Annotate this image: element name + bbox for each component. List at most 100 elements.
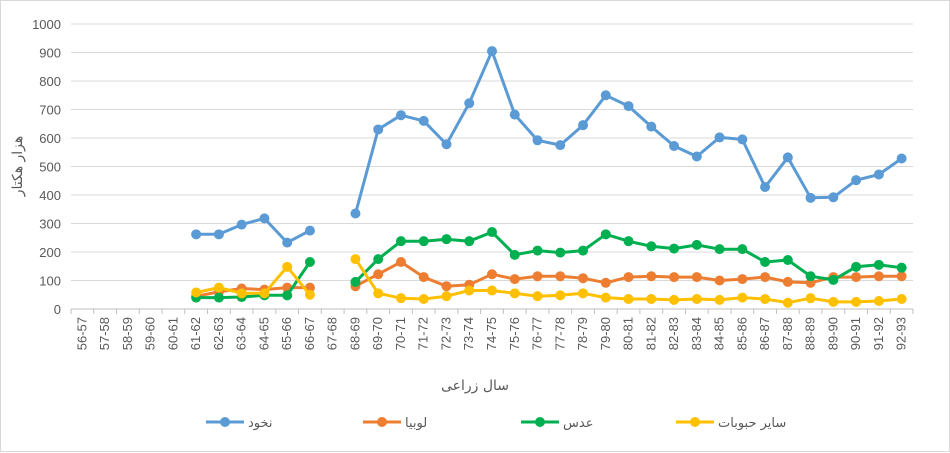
data-point xyxy=(441,281,452,292)
x-tick-label: 86-87 xyxy=(757,317,772,350)
data-point xyxy=(395,110,406,121)
x-tick-label: 70-71 xyxy=(393,317,408,350)
data-point xyxy=(737,244,748,255)
data-point xyxy=(714,132,725,143)
data-point xyxy=(213,229,224,240)
data-point xyxy=(236,219,247,230)
data-point xyxy=(623,294,634,305)
x-tick-label: 69-70 xyxy=(370,317,385,350)
data-point xyxy=(304,289,315,300)
legend-entry: نخود xyxy=(206,416,273,431)
data-point xyxy=(441,139,452,150)
data-point xyxy=(373,124,384,135)
data-point xyxy=(373,254,384,265)
x-tick-label: 73-74 xyxy=(461,317,476,350)
data-point xyxy=(828,192,839,203)
data-point xyxy=(395,256,406,267)
data-point xyxy=(191,229,202,240)
data-point xyxy=(646,294,657,305)
data-point xyxy=(782,297,793,308)
data-point xyxy=(487,46,497,57)
data-point xyxy=(691,272,702,283)
data-point xyxy=(282,237,293,248)
legend-label: سایر حبوبات xyxy=(718,416,786,431)
data-point xyxy=(487,227,497,238)
data-point xyxy=(669,294,680,305)
y-tick-label: 0 xyxy=(54,302,61,317)
data-point xyxy=(532,135,543,146)
series-lines xyxy=(191,46,907,308)
data-point xyxy=(691,151,702,162)
data-point xyxy=(282,290,293,301)
series-line xyxy=(196,216,311,245)
x-tick-label: 90-91 xyxy=(848,317,863,350)
x-tick-label: 78-79 xyxy=(575,317,590,350)
data-point xyxy=(304,225,315,236)
data-point xyxy=(760,182,771,193)
legend-marker xyxy=(535,417,545,427)
data-point xyxy=(532,245,543,256)
data-point xyxy=(600,229,611,240)
data-point xyxy=(669,243,680,254)
legend-label: عدس xyxy=(563,416,593,431)
data-point xyxy=(441,291,452,302)
x-tick-label: 88-89 xyxy=(803,317,818,350)
x-tick-label: 57-58 xyxy=(97,317,112,350)
data-point xyxy=(418,272,429,283)
data-point xyxy=(487,285,497,296)
legend-label: لوبیا xyxy=(405,416,427,431)
data-point xyxy=(373,269,384,280)
data-point xyxy=(464,98,475,109)
data-point xyxy=(851,272,862,283)
series-2 xyxy=(191,227,907,303)
x-tick-label: 65-66 xyxy=(279,317,294,350)
data-point xyxy=(896,153,907,164)
data-point xyxy=(737,134,748,145)
data-point xyxy=(737,274,748,285)
data-point xyxy=(600,277,611,288)
data-point xyxy=(623,101,634,112)
data-point xyxy=(646,271,657,282)
x-tick-label: 76-77 xyxy=(530,317,545,350)
data-point xyxy=(873,169,884,180)
y-tick-label: 700 xyxy=(39,103,61,118)
data-point xyxy=(555,290,566,301)
data-point xyxy=(350,276,361,287)
x-tick-label: 66-67 xyxy=(302,317,317,350)
y-tick-label: 1000 xyxy=(32,17,61,32)
x-tick-label: 91-92 xyxy=(871,317,886,350)
y-axis-title: هزار هکتار xyxy=(10,136,26,198)
x-tick-label: 68-69 xyxy=(347,317,362,350)
data-point xyxy=(896,271,907,282)
data-point xyxy=(760,294,771,305)
data-point xyxy=(213,292,224,303)
data-point xyxy=(873,271,884,282)
x-tick-label: 77-78 xyxy=(552,317,567,350)
data-point xyxy=(487,269,497,280)
data-point xyxy=(418,115,429,126)
y-tick-label: 800 xyxy=(39,74,61,89)
x-tick-label: 56-57 xyxy=(74,317,89,350)
x-tick-label: 92-93 xyxy=(894,317,909,350)
x-tick-label: 89-90 xyxy=(825,317,840,350)
x-tick-label: 81-82 xyxy=(643,317,658,350)
x-tick-label: 64-65 xyxy=(256,317,271,350)
data-point xyxy=(578,245,589,256)
gridlines xyxy=(71,23,913,310)
data-point xyxy=(669,140,680,151)
data-point xyxy=(350,208,361,219)
y-tick-label: 400 xyxy=(39,188,61,203)
data-point xyxy=(555,247,566,258)
x-tick-label: 72-73 xyxy=(438,317,453,350)
data-point xyxy=(600,90,611,101)
y-tick-label: 500 xyxy=(39,160,61,175)
data-point xyxy=(304,256,315,267)
legend-entry: عدس xyxy=(521,416,593,431)
legend-marker xyxy=(690,417,700,427)
x-tick-label: 62-63 xyxy=(211,317,226,350)
data-point xyxy=(373,288,384,299)
data-point xyxy=(760,272,771,283)
data-point xyxy=(191,287,202,298)
data-point xyxy=(578,288,589,299)
